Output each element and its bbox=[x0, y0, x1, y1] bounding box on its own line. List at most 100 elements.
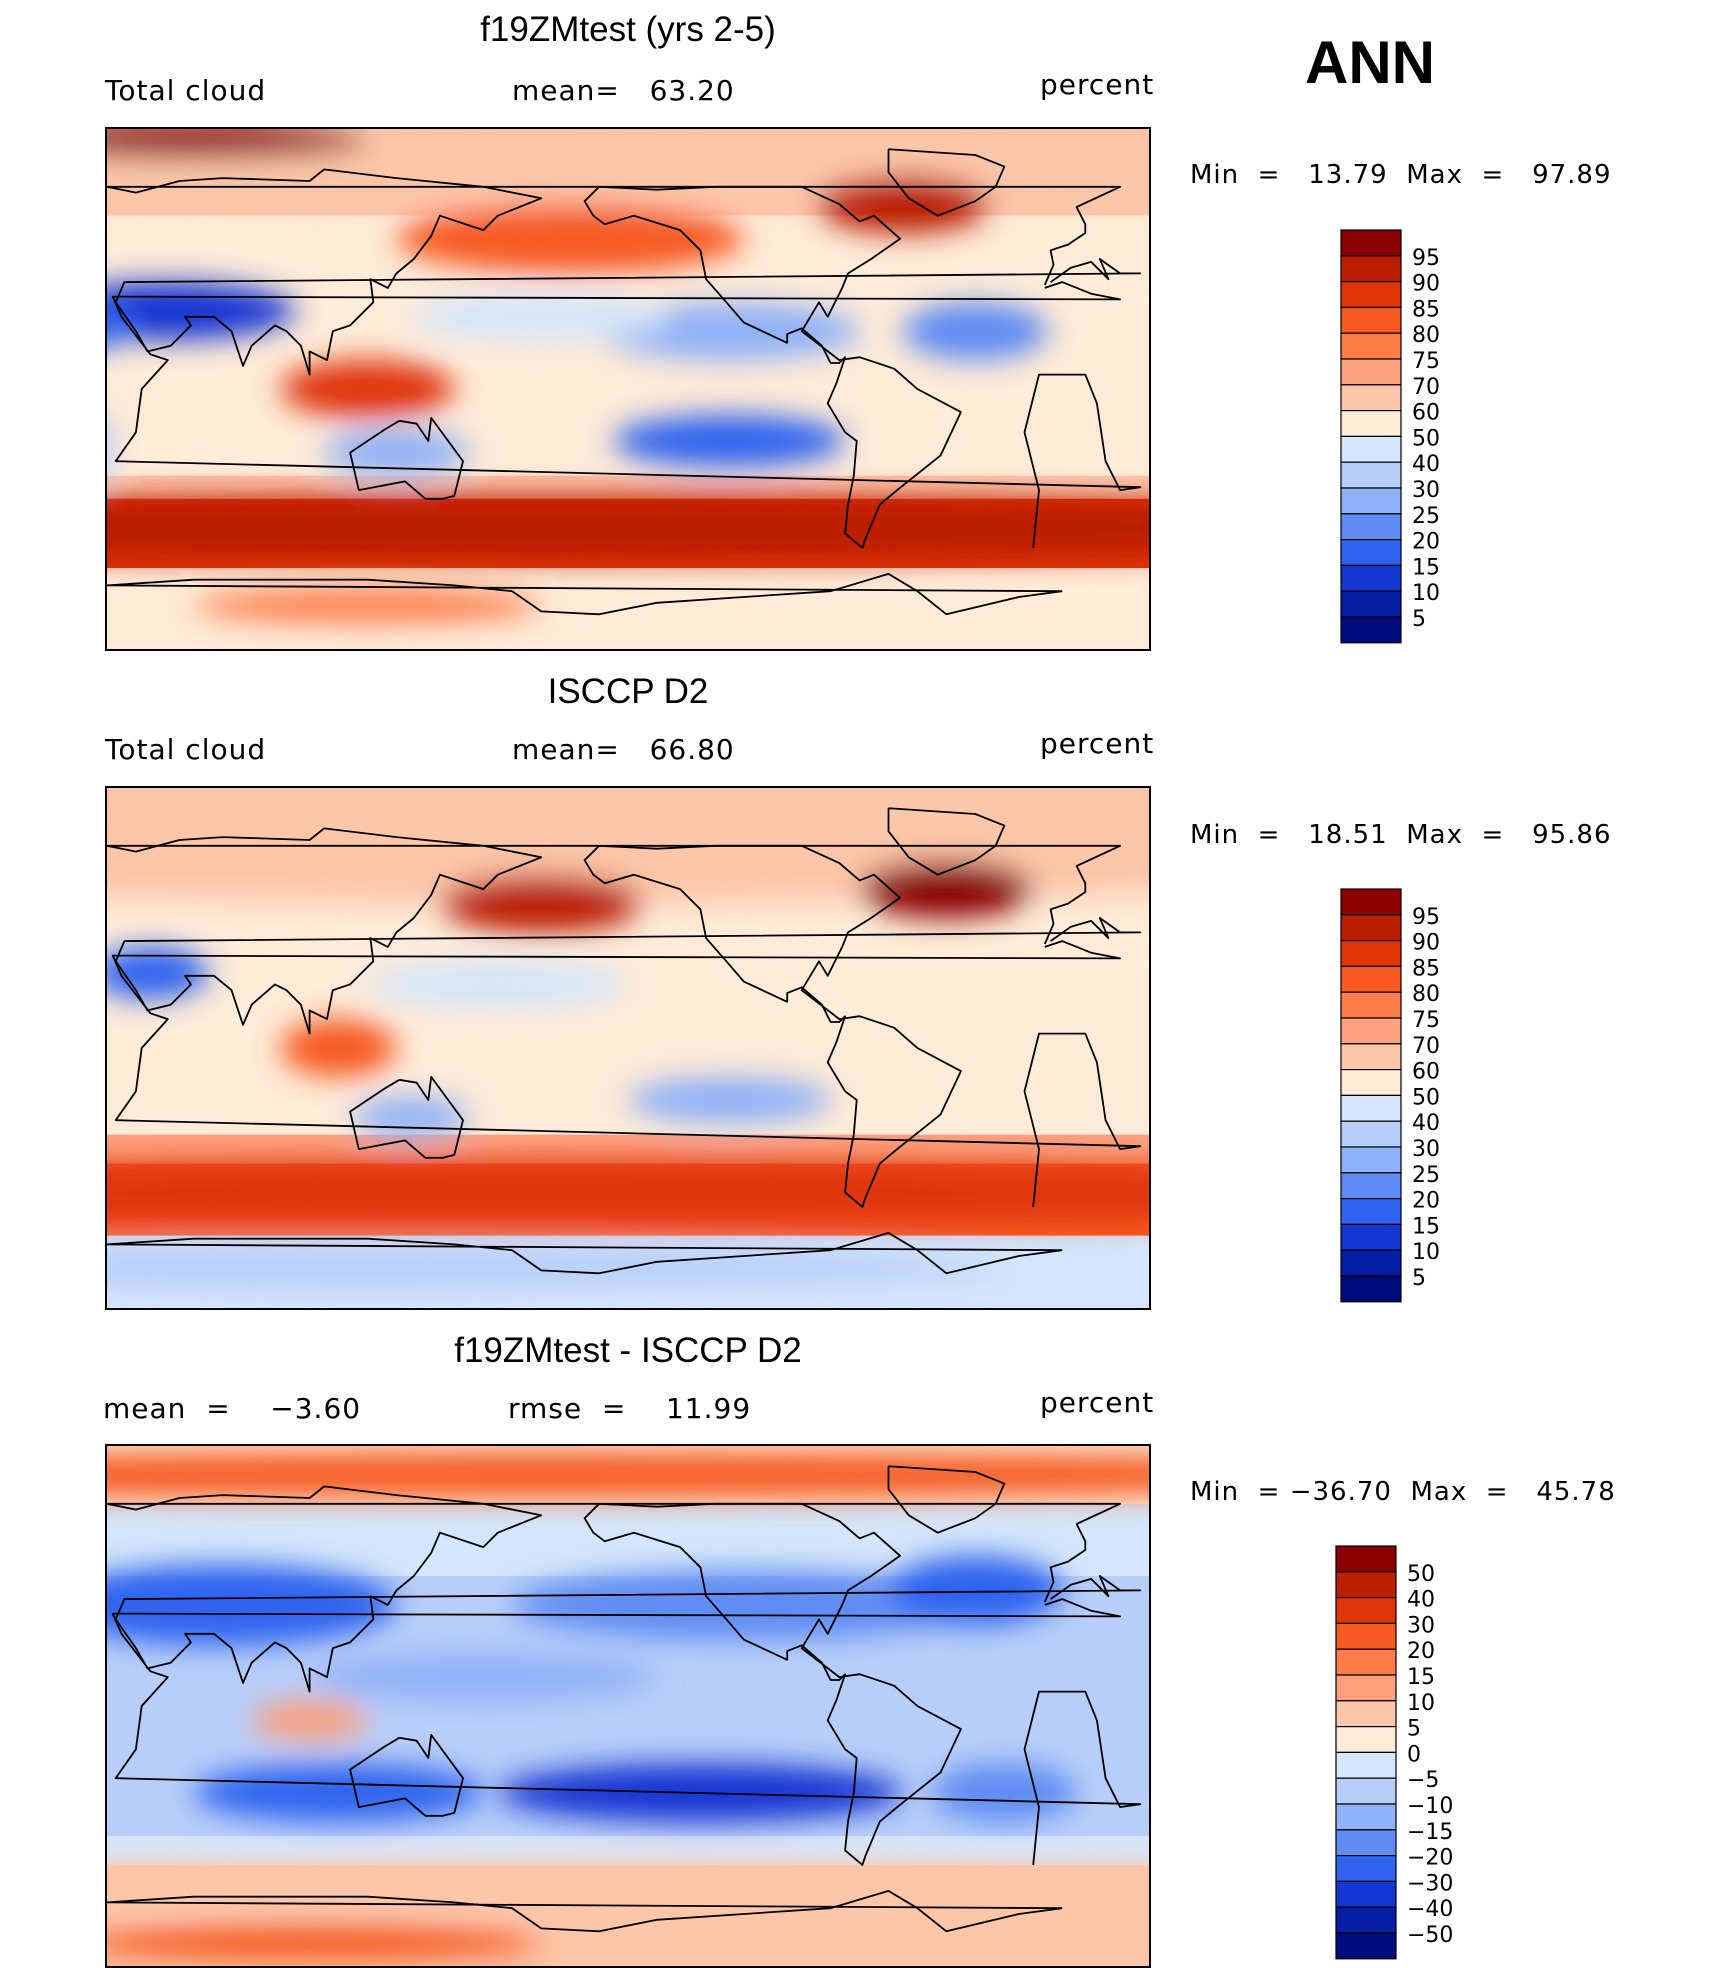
coastline bbox=[111, 1598, 1142, 1865]
field-blob bbox=[512, 1570, 976, 1640]
colorbar-box bbox=[1340, 229, 1402, 257]
colorbar-tick-label: 0 bbox=[1407, 1742, 1421, 1767]
coastline bbox=[583, 844, 962, 1208]
colorbar-tick-label: 20 bbox=[1407, 1639, 1435, 1664]
colorbar-tick-label: 40 bbox=[1412, 1111, 1440, 1136]
field-band bbox=[107, 1134, 1149, 1164]
coastline bbox=[111, 281, 1142, 548]
colorbar-tick-label: 10 bbox=[1412, 581, 1440, 606]
colorbar-box bbox=[1340, 1069, 1402, 1097]
field-band bbox=[107, 961, 1149, 1135]
colorbar-box bbox=[1335, 1674, 1397, 1702]
coastline bbox=[107, 572, 1063, 616]
panel-2-minmax: Min = 18.51 Max = 95.86 bbox=[1190, 820, 1612, 850]
panel-3-colorbar: 50 40 30 20 15 10 5 0 −5 −10 −15 −20 −30 −40 −50 bbox=[1335, 1545, 1520, 1960]
coastline bbox=[583, 1502, 962, 1866]
colorbar-box bbox=[1340, 255, 1402, 283]
colorbar-box bbox=[1335, 1596, 1397, 1624]
panel-1-left-label: Total cloud bbox=[105, 74, 267, 107]
field-blob bbox=[902, 302, 1048, 361]
colorbar-tick-label: 30 bbox=[1412, 478, 1440, 503]
colorbar-box bbox=[1335, 1545, 1397, 1573]
field-blob bbox=[410, 293, 672, 340]
colorbar-box bbox=[1335, 1571, 1397, 1599]
colorbar-tick-label: 50 bbox=[1412, 426, 1440, 451]
colorbar-box bbox=[1335, 1751, 1397, 1779]
colorbar-tick-label: −15 bbox=[1407, 1820, 1453, 1845]
colorbar-box bbox=[1335, 1777, 1397, 1805]
colorbar-tick-label: 70 bbox=[1412, 1034, 1440, 1059]
colorbar-box bbox=[1340, 939, 1402, 967]
colorbar-box bbox=[1340, 991, 1402, 1019]
colorbar-tick-label: 25 bbox=[1412, 1163, 1440, 1188]
colorbar-tick-label: 50 bbox=[1407, 1562, 1435, 1587]
field-blob bbox=[888, 1555, 1063, 1626]
colorbar-tick-label: 75 bbox=[1412, 1008, 1440, 1033]
panel-2-colorbar: 95 90 85 80 75 70 60 50 40 30 25 20 15 10 5 bbox=[1340, 888, 1520, 1303]
panel-1-center-label: mean= 63.20 bbox=[512, 74, 735, 107]
panel-3-mean-label: mean = −3.60 bbox=[103, 1392, 362, 1425]
colorbar-box bbox=[1340, 1146, 1402, 1174]
field-blob bbox=[193, 588, 542, 623]
colorbar-tick-label: 40 bbox=[1407, 1588, 1435, 1613]
field-blob bbox=[107, 1862, 1149, 1909]
field-blob bbox=[613, 415, 846, 467]
colorbar-box bbox=[1335, 1803, 1397, 1831]
colorbar-box bbox=[1340, 616, 1402, 644]
colorbar-tick-label: 60 bbox=[1412, 401, 1440, 426]
colorbar-tick-label: 20 bbox=[1412, 1189, 1440, 1214]
field-blob bbox=[324, 429, 469, 476]
coastline bbox=[107, 1231, 1063, 1275]
colorbar-tick-label: −10 bbox=[1407, 1794, 1453, 1819]
panel-2-left-label: Total cloud bbox=[105, 733, 267, 766]
colorbar-tick-label: 85 bbox=[1412, 956, 1440, 981]
colorbar-tick-label: 80 bbox=[1412, 323, 1440, 348]
colorbar-box bbox=[1335, 1932, 1397, 1960]
coastline bbox=[107, 827, 1142, 1035]
colorbar-tick-label: 10 bbox=[1412, 1240, 1440, 1265]
colorbar-box bbox=[1340, 1223, 1402, 1251]
coastline bbox=[887, 148, 1006, 217]
colorbar-tick-label: −30 bbox=[1407, 1871, 1453, 1896]
colorbar-box bbox=[1340, 435, 1402, 463]
field-blob bbox=[439, 874, 643, 933]
colorbar-tick-label: 15 bbox=[1407, 1665, 1435, 1690]
panel-3-map-canvas bbox=[107, 1446, 1149, 1966]
field-blob bbox=[367, 961, 628, 1008]
colorbar-box bbox=[1340, 590, 1402, 618]
colorbar-box bbox=[1335, 1906, 1397, 1934]
colorbar-box bbox=[1340, 965, 1402, 993]
colorbar-tick-label: 15 bbox=[1412, 1214, 1440, 1239]
colorbar-box bbox=[1335, 1622, 1397, 1650]
panel-1-minmax: Min = 13.79 Max = 97.89 bbox=[1190, 160, 1612, 190]
panel-1-map bbox=[105, 127, 1151, 651]
field-blob bbox=[107, 495, 1149, 560]
colorbar-box bbox=[1340, 280, 1402, 308]
colorbar-box bbox=[1340, 1017, 1402, 1045]
field-blob bbox=[931, 1763, 1077, 1822]
coastline bbox=[887, 1465, 1006, 1534]
colorbar-box bbox=[1340, 539, 1402, 567]
colorbar-box bbox=[1340, 914, 1402, 942]
colorbar-tick-label: 20 bbox=[1412, 530, 1440, 555]
field-blob bbox=[193, 1763, 484, 1822]
field-blob bbox=[107, 424, 113, 470]
panel-3-rmse-label: rmse = 11.99 bbox=[508, 1392, 752, 1425]
field-blob bbox=[107, 1564, 397, 1646]
coastline bbox=[111, 940, 1142, 1207]
field-blob bbox=[280, 360, 455, 418]
colorbar-box bbox=[1335, 1829, 1397, 1857]
colorbar-tick-label: 50 bbox=[1412, 1085, 1440, 1110]
colorbar-tick-label: 90 bbox=[1412, 272, 1440, 297]
season-label: ANN bbox=[1305, 29, 1435, 96]
colorbar-box bbox=[1340, 1249, 1402, 1277]
panel-1-units-label: percent bbox=[1040, 68, 1155, 101]
coastline bbox=[887, 807, 1006, 876]
colorbar-tick-label: 80 bbox=[1412, 982, 1440, 1007]
field-blob bbox=[309, 1654, 657, 1701]
colorbar-tick-label: 10 bbox=[1407, 1691, 1435, 1716]
colorbar-box bbox=[1340, 384, 1402, 412]
